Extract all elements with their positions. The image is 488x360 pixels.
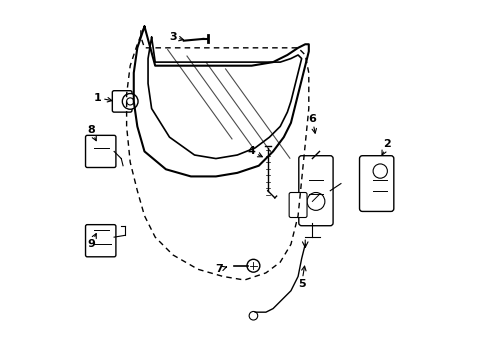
Circle shape <box>372 164 386 178</box>
Text: 8: 8 <box>87 125 96 141</box>
Text: 5: 5 <box>297 266 305 289</box>
Text: 1: 1 <box>94 93 112 103</box>
Text: 9: 9 <box>87 234 96 249</box>
Text: 6: 6 <box>308 114 316 133</box>
FancyBboxPatch shape <box>288 193 306 217</box>
Circle shape <box>248 311 257 320</box>
FancyBboxPatch shape <box>85 225 116 257</box>
FancyBboxPatch shape <box>85 135 116 167</box>
Circle shape <box>122 94 138 109</box>
FancyBboxPatch shape <box>359 156 393 211</box>
Circle shape <box>306 193 324 210</box>
Text: 2: 2 <box>381 139 390 155</box>
Text: 4: 4 <box>247 147 262 157</box>
Text: 7: 7 <box>215 264 226 274</box>
Circle shape <box>246 259 259 272</box>
Circle shape <box>126 98 134 105</box>
FancyBboxPatch shape <box>298 156 332 226</box>
Text: 3: 3 <box>169 32 183 42</box>
FancyBboxPatch shape <box>112 91 132 112</box>
